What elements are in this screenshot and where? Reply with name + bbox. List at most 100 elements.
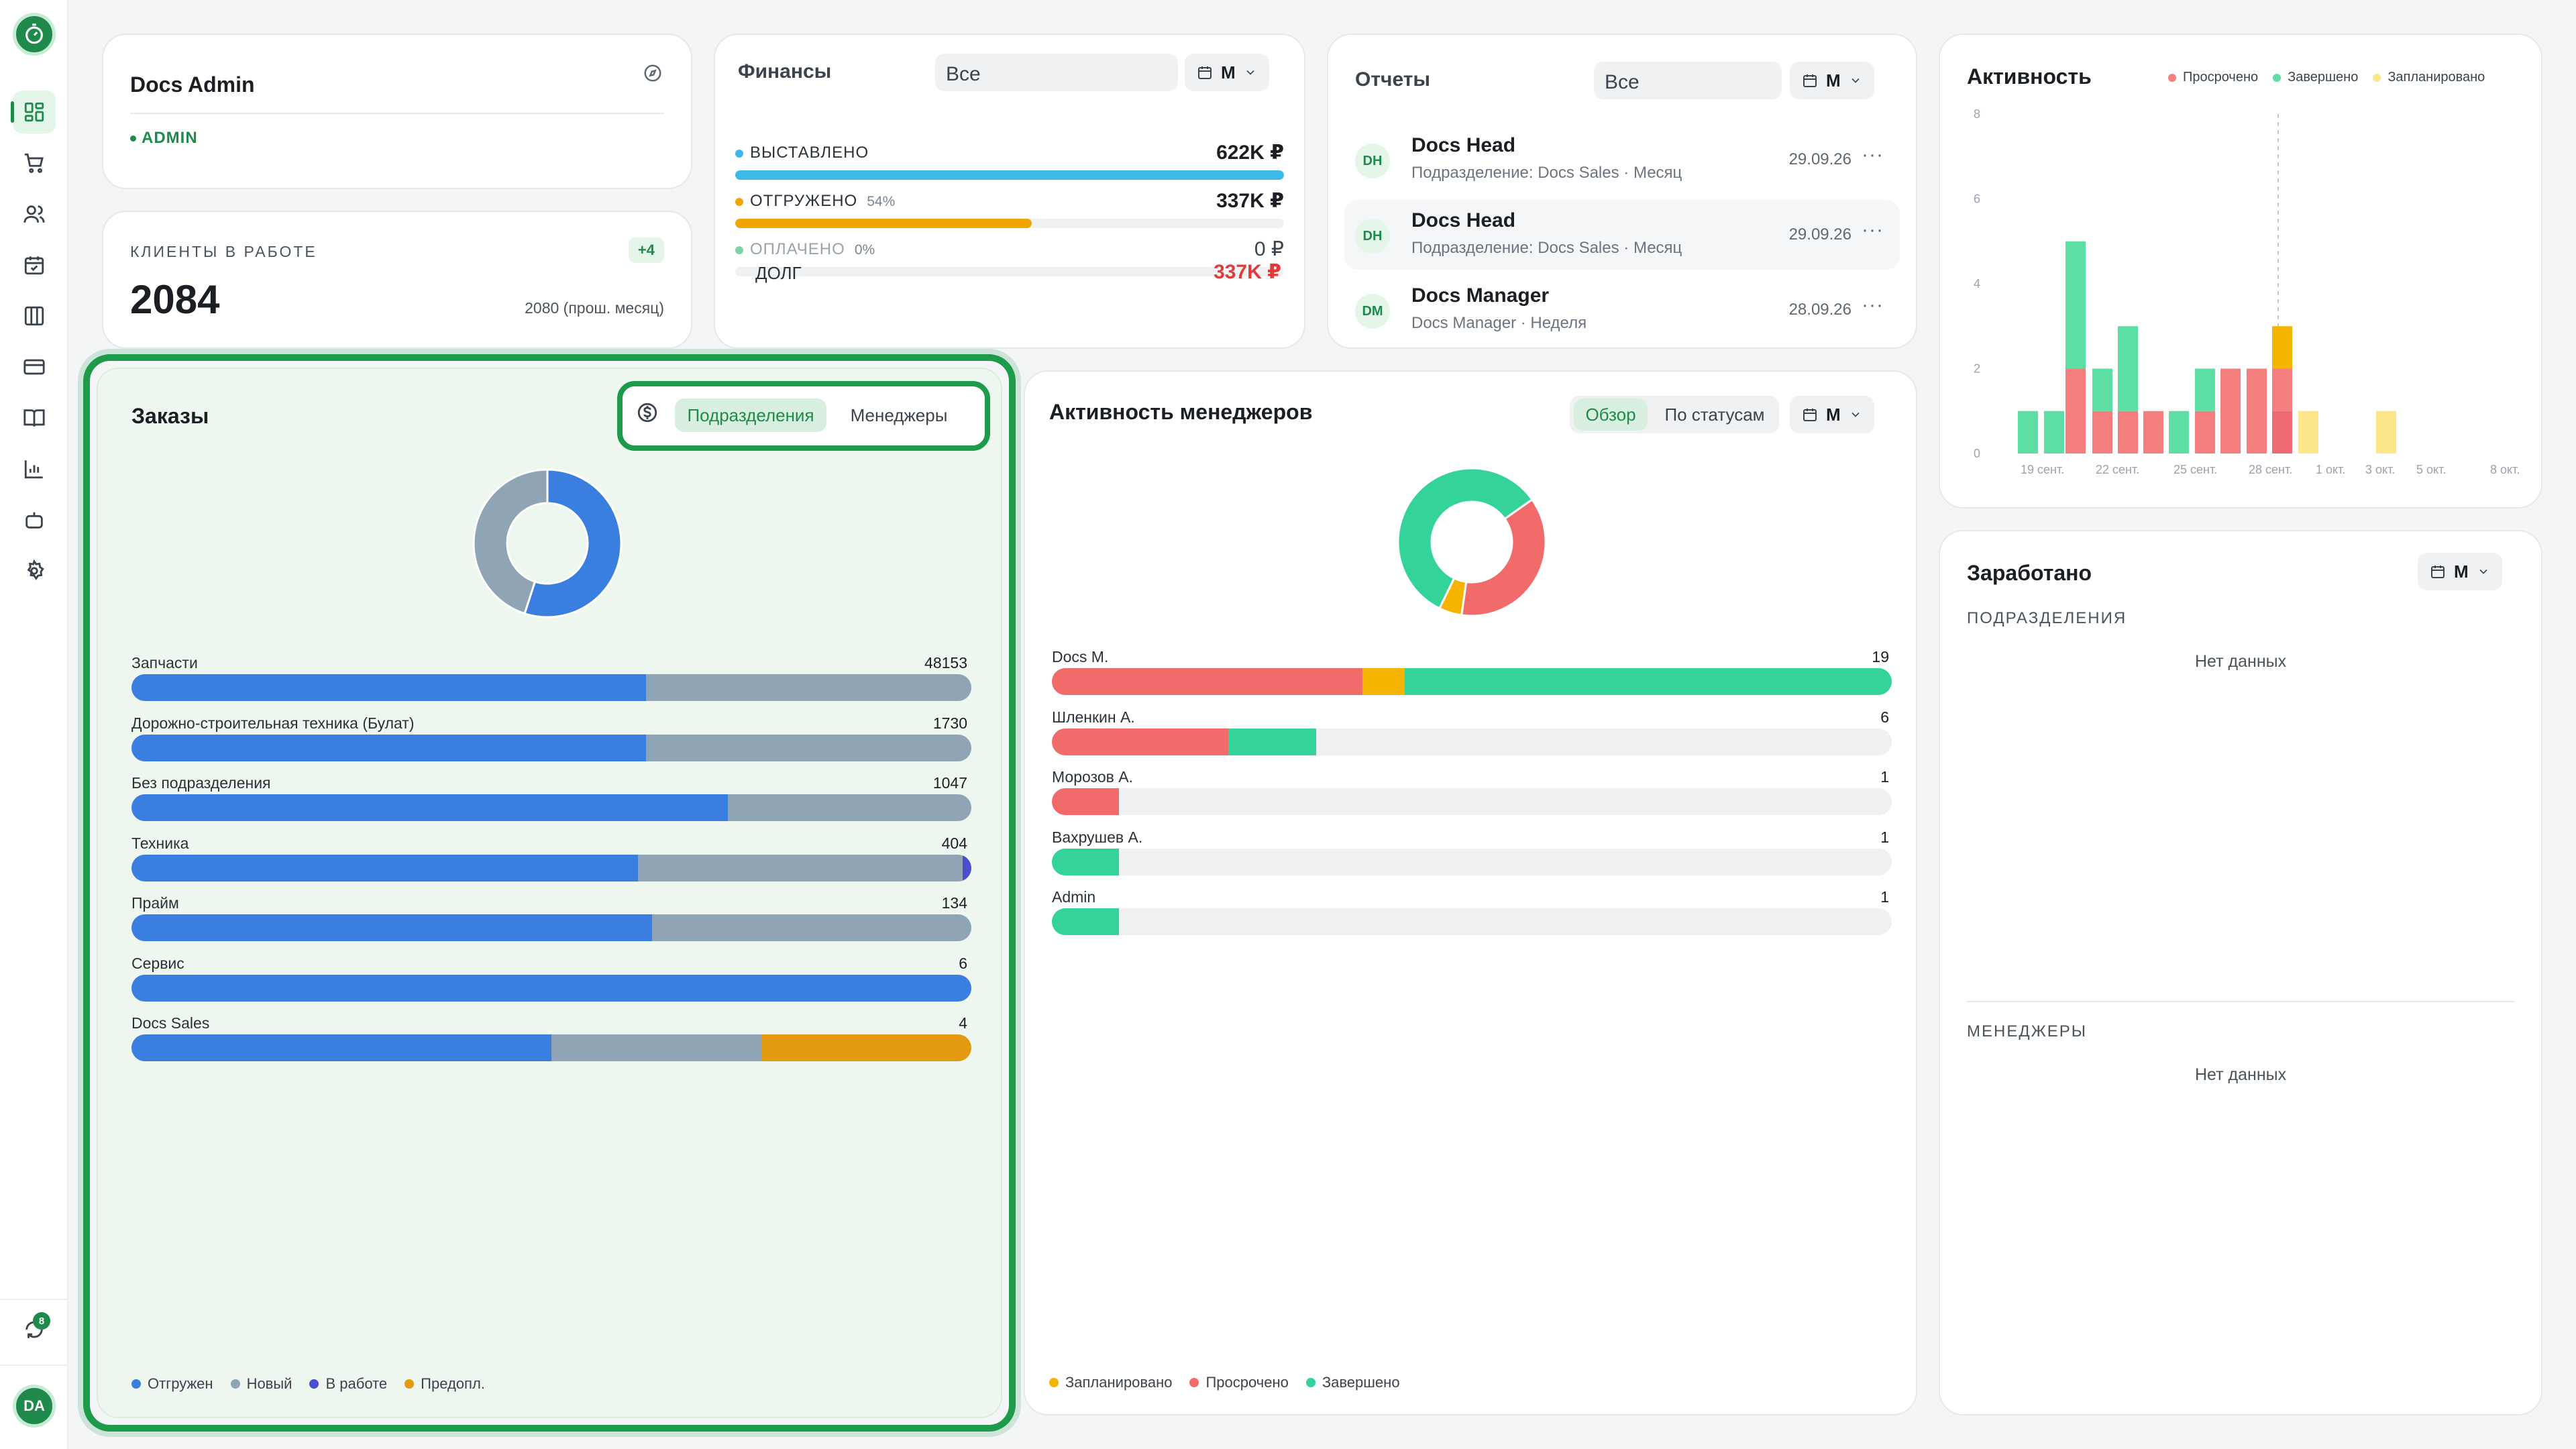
chevron-down-icon (1851, 412, 1860, 417)
department-bar[interactable] (131, 854, 971, 881)
activity-bar-segment[interactable] (2298, 411, 2318, 453)
activity-bar-segment[interactable] (2018, 411, 2038, 453)
department-bar[interactable] (131, 674, 971, 701)
manager-label: Docs M. (1052, 648, 1109, 665)
activity-bar-segment[interactable] (2195, 411, 2215, 453)
activity-bar-segment[interactable] (2272, 326, 2292, 369)
department-label: Техника (131, 834, 189, 852)
report-date: 28.09.26 (1788, 301, 1851, 319)
manager-bar-segment (1052, 848, 1120, 875)
user-avatar[interactable]: DA (13, 1385, 56, 1428)
tab-managers[interactable]: Менеджеры (850, 405, 948, 425)
tab-by-status[interactable]: По статусам (1664, 404, 1765, 425)
managers-period-button[interactable]: М (1790, 396, 1874, 433)
clients-count: 2084 (130, 277, 220, 322)
donut-slice[interactable] (1397, 467, 1534, 610)
manager-bar[interactable] (1052, 668, 1892, 695)
users-icon[interactable] (13, 193, 56, 235)
department-bar[interactable] (131, 734, 971, 761)
activity-bar-segment[interactable] (2118, 326, 2138, 411)
settings-gear-icon[interactable] (13, 549, 56, 592)
activity-bar-segment[interactable] (2092, 368, 2112, 411)
tab-overview[interactable]: Обзор (1574, 398, 1648, 431)
activity-bar-segment[interactable] (2065, 241, 2086, 369)
finance-row: ОПЛАЧЕНО 0% 0 ₽ (735, 238, 1284, 280)
activity-bar-segment[interactable] (2272, 411, 2292, 453)
report-item[interactable]: DH Docs Head Подразделение: Docs Sales · М… (1344, 125, 1900, 195)
donut-slice[interactable] (523, 468, 623, 619)
reports-period-label: М (1826, 70, 1841, 91)
finance-period-button[interactable]: М (1185, 54, 1269, 91)
activity-title: Активность (1967, 64, 2092, 89)
department-bar-segment (551, 1034, 761, 1061)
department-bar[interactable] (131, 914, 971, 941)
finance-row: ВЫСТАВЛЕНО 622K ₽ (735, 142, 1284, 184)
credit-card-icon[interactable] (13, 345, 56, 388)
profile-card: Docs Admin ADMIN (102, 34, 692, 189)
tab-departments[interactable]: Подразделения (675, 398, 826, 432)
sync-icon[interactable]: 8 (13, 1308, 56, 1351)
finance-row-label: ОТГРУЖЕНО 54% (735, 192, 1284, 211)
dashboard-icon[interactable] (11, 91, 56, 133)
clients-card: КЛИЕНТЫ В РАБОТЕ +4 2084 2080 (прош. мес… (102, 211, 692, 349)
report-item[interactable]: DM Docs Manager Docs Manager · Неделя 28.09… (1344, 275, 1900, 345)
legend-shipped: Отгружен (131, 1375, 213, 1393)
activity-bar-segment[interactable] (2065, 368, 2086, 454)
more-dots-icon[interactable]: ··· (1862, 294, 1884, 316)
x-tick-label: 5 окт. (2416, 463, 2446, 476)
bar-chart-icon[interactable] (13, 447, 56, 490)
report-item[interactable]: DH Docs Head Подразделение: Docs Sales · М… (1344, 200, 1900, 270)
status-dot (735, 149, 743, 158)
activity-bar-segment[interactable] (2169, 411, 2189, 453)
x-tick-label: 8 окт. (2490, 463, 2520, 476)
y-tick-label: 8 (1974, 107, 1980, 121)
calendar-check-icon[interactable] (13, 244, 56, 286)
activity-bar-segment[interactable] (2272, 368, 2292, 411)
manager-bar[interactable] (1052, 848, 1892, 875)
manager-bar[interactable] (1052, 908, 1892, 935)
earned-title: Заработано (1967, 561, 2092, 585)
activity-bar-segment[interactable] (2092, 411, 2112, 453)
activity-bar-segment[interactable] (2376, 411, 2396, 453)
logo-timer-icon[interactable] (13, 13, 56, 56)
activity-bar-segment[interactable] (2220, 368, 2241, 454)
report-date: 29.09.26 (1788, 150, 1851, 168)
department-bar-segment (131, 734, 647, 761)
department-bar[interactable] (131, 794, 971, 821)
department-value: 6 (959, 954, 967, 972)
calendar-icon (2431, 566, 2445, 578)
finance-row-value: 0 ₽ (1254, 238, 1284, 260)
department-bar[interactable] (131, 974, 971, 1002)
currency-icon[interactable] (636, 401, 659, 427)
finance-row-label: ВЫСТАВЛЕНО (735, 144, 1284, 162)
finance-row-value: 622K ₽ (1216, 142, 1284, 164)
activity-bar-segment[interactable] (2118, 411, 2138, 453)
earned-period-button[interactable]: М (2418, 553, 2502, 590)
profile-name: Docs Admin (130, 72, 255, 97)
x-tick-label: 19 сент. (2021, 463, 2064, 476)
columns-icon[interactable] (13, 294, 56, 337)
more-dots-icon[interactable]: ··· (1862, 144, 1884, 166)
cart-icon[interactable] (13, 142, 56, 184)
reports-period-button[interactable]: М (1790, 62, 1874, 99)
manager-value: 1 (1880, 888, 1889, 906)
activity-bar-segment[interactable] (2143, 411, 2163, 453)
department-bar[interactable] (131, 1034, 971, 1061)
department-value: 404 (941, 834, 967, 852)
activity-bar-segment[interactable] (2195, 368, 2215, 411)
activity-bar-segment[interactable] (2044, 411, 2064, 453)
compass-icon[interactable] (643, 63, 663, 87)
donut-slice[interactable] (472, 468, 549, 615)
manager-bar[interactable] (1052, 788, 1892, 815)
manager-bar[interactable] (1052, 728, 1892, 755)
donut-slice[interactable] (1460, 498, 1547, 617)
reports-filter-select[interactable]: Все (1594, 62, 1782, 99)
manager-label: Морозов А. (1052, 768, 1133, 786)
bot-icon[interactable] (13, 498, 56, 541)
activity-bar-segment[interactable] (2247, 368, 2267, 454)
more-dots-icon[interactable]: ··· (1862, 219, 1884, 241)
finance-filter-select[interactable]: Все (935, 54, 1178, 91)
book-icon[interactable] (13, 396, 56, 439)
manager-value: 6 (1880, 708, 1889, 726)
x-tick-label: 22 сент. (2096, 463, 2139, 476)
